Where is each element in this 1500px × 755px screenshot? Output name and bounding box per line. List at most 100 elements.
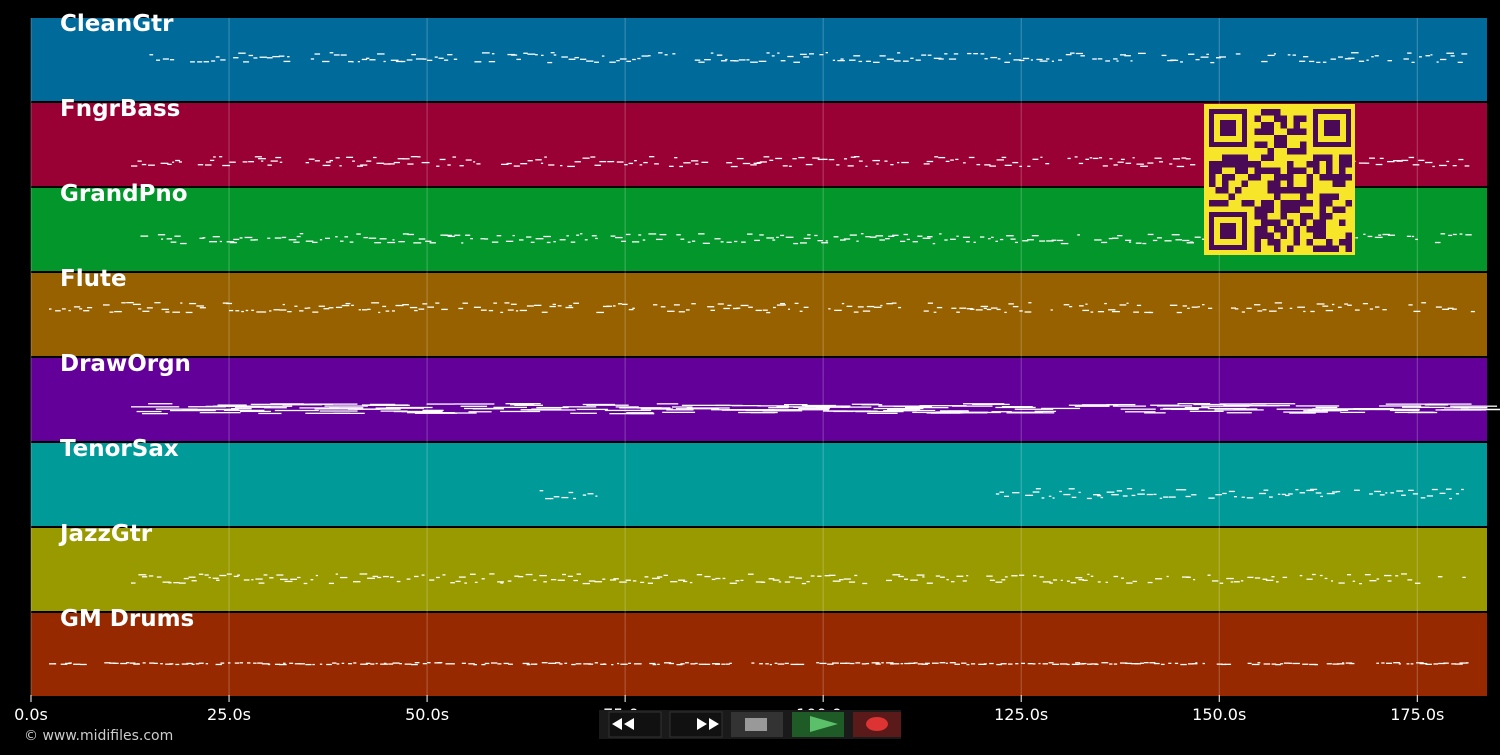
note [520, 310, 527, 311]
note [353, 581, 360, 582]
note [1076, 53, 1083, 54]
note [826, 52, 828, 53]
note [429, 579, 434, 580]
note [1006, 235, 1014, 236]
qr-module [1268, 187, 1275, 194]
note [721, 241, 724, 242]
note [1222, 493, 1226, 494]
note [698, 233, 704, 234]
note [741, 241, 746, 242]
note [1365, 574, 1371, 575]
note [839, 579, 843, 580]
note [1160, 498, 1162, 499]
stop-button[interactable] [731, 712, 783, 737]
note [80, 664, 87, 665]
qr-module [1209, 174, 1216, 181]
note [1411, 663, 1414, 664]
note [1046, 58, 1049, 59]
note [611, 664, 613, 665]
qr-module [1333, 181, 1340, 188]
note [656, 239, 663, 240]
note [1121, 408, 1156, 409]
note [334, 54, 340, 55]
note [326, 161, 331, 162]
note [407, 59, 413, 60]
note [447, 54, 452, 55]
note [897, 162, 899, 163]
note [773, 579, 780, 580]
note [950, 239, 956, 240]
note [966, 241, 970, 242]
note [1453, 234, 1457, 235]
note [928, 55, 932, 56]
note [356, 233, 361, 234]
note [707, 306, 714, 307]
note [695, 60, 701, 61]
note [489, 310, 493, 311]
note [777, 304, 784, 305]
qr-module [1255, 233, 1262, 240]
note [1071, 582, 1076, 583]
note [1259, 493, 1266, 494]
qr-module [1313, 246, 1320, 253]
note [519, 239, 524, 240]
note [1381, 662, 1384, 663]
note [916, 60, 921, 61]
note [299, 663, 305, 664]
note [574, 57, 578, 58]
note [1085, 304, 1087, 305]
note [131, 582, 136, 583]
note [1242, 497, 1245, 498]
note [533, 580, 536, 581]
note [407, 163, 413, 164]
note [287, 311, 291, 312]
note [907, 239, 910, 240]
note [754, 240, 760, 241]
note [374, 242, 381, 243]
note [1186, 496, 1191, 497]
note [435, 302, 439, 303]
qr-module [1216, 187, 1223, 194]
note [1210, 62, 1214, 63]
note [359, 309, 361, 310]
qr-module [1255, 161, 1262, 168]
qr-module [1287, 161, 1294, 168]
note [865, 236, 870, 237]
qr-module [1222, 174, 1229, 181]
note [413, 242, 421, 243]
note [585, 239, 588, 240]
note [1331, 580, 1333, 581]
note [1310, 311, 1314, 312]
play-button[interactable] [792, 712, 844, 737]
note [422, 410, 443, 411]
note [732, 405, 761, 406]
note [1077, 234, 1080, 235]
record-button[interactable] [853, 712, 901, 737]
note [1183, 305, 1187, 306]
note [1388, 60, 1393, 61]
forward-button[interactable] [670, 712, 722, 737]
note [974, 242, 976, 243]
note [1390, 410, 1419, 411]
note [1103, 165, 1108, 166]
note [341, 54, 347, 55]
note [436, 166, 439, 167]
note [1023, 58, 1029, 59]
note [1382, 309, 1386, 310]
note [1043, 581, 1051, 582]
note [1435, 242, 1441, 243]
note [1063, 494, 1070, 495]
rewind-button[interactable] [609, 712, 661, 737]
qr-module [1300, 116, 1307, 123]
qr-module [1320, 155, 1327, 162]
note [580, 233, 582, 234]
note [466, 159, 472, 160]
note [583, 494, 586, 495]
note [1336, 491, 1340, 492]
note [587, 493, 593, 494]
note [1306, 579, 1312, 580]
note [966, 575, 968, 576]
note [1275, 664, 1281, 665]
note [848, 165, 854, 166]
note [1441, 233, 1446, 234]
